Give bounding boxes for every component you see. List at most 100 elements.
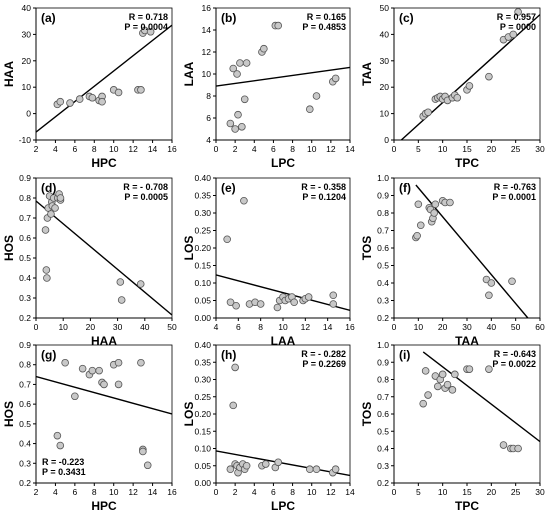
x-tick-label: 4: [252, 144, 257, 154]
data-point: [47, 210, 55, 218]
panel-label: (i): [399, 348, 410, 362]
y-tick-label: 0.3: [19, 293, 31, 303]
data-point: [42, 266, 51, 274]
panel-label: (e): [221, 181, 236, 195]
data-point: [234, 110, 242, 119]
x-tick-label: 2: [233, 487, 238, 497]
y-tick-label: 0.3: [19, 458, 31, 468]
data-point: [56, 194, 65, 202]
x-tick-label: 10: [307, 487, 317, 497]
x-tick-label: 12: [128, 487, 138, 497]
x-tick-label: 0: [392, 144, 397, 154]
x-tick-label: 12: [301, 322, 311, 332]
x-tick-label: 8: [92, 144, 97, 154]
y-tick-label: 0.4: [377, 278, 389, 288]
data-point: [438, 370, 447, 379]
panel-d: 0 10 20 30 40 50 0.2 0.3 0.4 0.5 0.6 0.7 0.8 0.9 HAA HO…: [2, 173, 177, 348]
y-tick-label: 0.3: [377, 296, 389, 306]
y-tick-label: 0.5: [19, 253, 31, 263]
y-tick-label: 0.20: [194, 409, 211, 419]
x-tick-label: 6: [271, 144, 276, 154]
data-point: [514, 444, 522, 453]
x-tick-label: 20: [86, 322, 96, 332]
data-point: [465, 82, 474, 90]
data-point: [88, 93, 97, 102]
data-point: [508, 277, 516, 286]
x-tick-label: 50: [167, 322, 177, 332]
r-value-label: R = 0.165: [307, 12, 346, 22]
data-point: [43, 274, 51, 282]
data-point: [114, 358, 123, 367]
y-tick-label: 0.10: [194, 444, 211, 454]
data-point: [443, 380, 452, 389]
panel-label: (d): [41, 181, 56, 195]
x-tick-label: 16: [167, 487, 177, 497]
data-point: [88, 366, 97, 375]
x-tick-label: 10: [414, 322, 424, 332]
data-point: [416, 221, 425, 230]
data-point: [229, 64, 238, 73]
x-tick-label: 14: [148, 487, 158, 497]
y-tick-label: 0.2: [19, 478, 31, 488]
data-point: [290, 298, 298, 307]
data-point: [240, 196, 248, 205]
y-axis-label: HOS: [2, 235, 16, 261]
y-tick-label: 0.2: [377, 478, 389, 488]
y-tick-label: 0.4: [19, 439, 31, 449]
x-tick-label: 20: [487, 487, 497, 497]
x-tick-label: 14: [345, 144, 355, 154]
data-point: [312, 465, 321, 474]
data-point: [61, 358, 69, 367]
y-axis-label: HAA: [2, 61, 16, 87]
y-tick-label: 0.25: [194, 226, 211, 236]
x-tick-label: 14: [345, 487, 355, 497]
y-tick-label: 0.7: [377, 392, 389, 402]
y-tick-label: 1.0: [377, 340, 389, 350]
regression-line: [36, 200, 172, 316]
panel-c: 0 5 10 15 20 25 30 0 10 20 30 40 50 TPC TAA (c) R = 0.95…: [360, 3, 545, 170]
x-tick-label: 50: [511, 322, 521, 332]
y-axis-label: TOS: [360, 402, 374, 426]
data-point: [274, 21, 283, 30]
y-axis-label: TAA: [360, 62, 374, 86]
p-value-label: P = 0.0022: [492, 359, 536, 369]
data-point: [242, 59, 251, 67]
x-tick-label: 20: [438, 322, 448, 332]
x-tick-label: 30: [462, 322, 472, 332]
y-tick-label: 0.8: [19, 360, 31, 370]
y-tick-label: 4: [206, 135, 211, 145]
p-value-label: P = 0.0001: [492, 192, 536, 202]
data-point: [451, 370, 459, 379]
x-tick-label: 6: [72, 144, 77, 154]
regression-line: [36, 375, 172, 415]
data-point: [223, 235, 231, 244]
data-point: [331, 465, 340, 474]
y-tick-label: 10: [380, 109, 390, 119]
data-point: [56, 441, 65, 450]
y-tick-label: 0.00: [194, 478, 211, 488]
data-point: [117, 296, 126, 304]
x-tick-label: 30: [535, 487, 545, 497]
y-tick-label: 0.30: [194, 375, 211, 385]
data-point: [226, 119, 235, 128]
data-point: [274, 458, 283, 467]
x-tick-label: 2: [34, 144, 39, 154]
y-tick-label: 0.10: [194, 278, 211, 288]
data-point: [233, 70, 241, 78]
y-tick-label: 10: [22, 82, 32, 92]
y-tick-label: 0.9: [377, 191, 389, 201]
y-tick-label: 0.5: [377, 426, 389, 436]
x-tick-label: 4: [53, 487, 58, 497]
data-point: [232, 301, 240, 310]
y-tick-label: 20: [22, 56, 32, 66]
data-point: [114, 88, 123, 97]
y-axis-label: LOS: [182, 236, 196, 261]
regression-line: [36, 24, 172, 133]
p-value-label: P = 0.3431: [42, 467, 86, 477]
data-point: [236, 59, 244, 67]
data-point: [305, 465, 314, 474]
y-tick-label: 0.20: [194, 243, 211, 253]
x-tick-label: 8: [290, 487, 295, 497]
data-point: [485, 365, 493, 373]
data-point: [329, 300, 338, 308]
